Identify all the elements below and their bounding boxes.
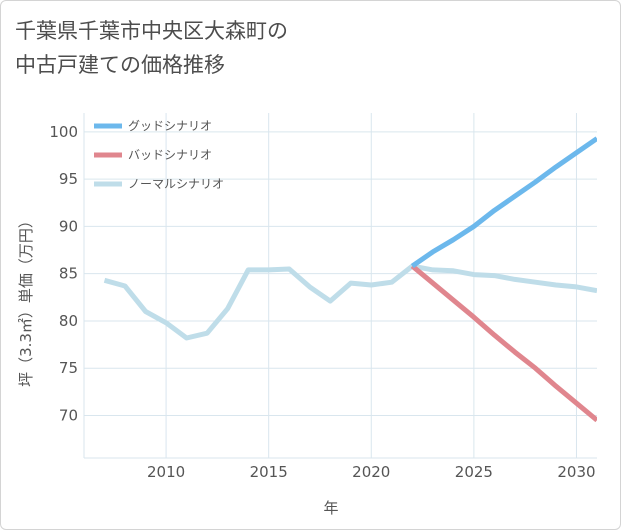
y-tick-label: 95 bbox=[59, 170, 78, 188]
y-tick-label: 85 bbox=[59, 265, 78, 283]
series-line-3 bbox=[103, 263, 597, 341]
y-axis-ticks: 70 75 80 85 90 95 100 bbox=[49, 123, 78, 425]
x-tick-label: 2015 bbox=[250, 463, 288, 481]
series-line-1 bbox=[410, 136, 597, 269]
y-tick-label: 80 bbox=[59, 312, 78, 330]
y-axis-title: 坪（3.3㎡）単価（万円） bbox=[17, 213, 35, 387]
y-tick-label: 90 bbox=[59, 217, 78, 235]
chart-title-line-2: 中古戸建ての価格推移 bbox=[15, 53, 225, 77]
y-tick-label: 100 bbox=[49, 123, 78, 141]
x-tick-label: 2010 bbox=[147, 463, 185, 481]
series-line-2 bbox=[410, 264, 597, 423]
x-axis-ticks: 2010 2015 2020 2025 2030 bbox=[147, 463, 596, 481]
y-tick-label: 70 bbox=[59, 406, 78, 424]
series-lines bbox=[103, 136, 597, 423]
legend-label: ノーマルシナリオ bbox=[128, 177, 224, 191]
legend-label: バッドシナリオ bbox=[128, 148, 212, 162]
chart-title: 千葉県千葉市中央区大森町の 中古戸建ての価格推移 bbox=[15, 14, 288, 82]
x-tick-label: 2030 bbox=[557, 463, 595, 481]
chart-title-line-1: 千葉県千葉市中央区大森町の bbox=[15, 19, 288, 43]
x-tick-label: 2020 bbox=[352, 463, 390, 481]
grid-lines bbox=[83, 113, 597, 459]
x-axis-title: 年 bbox=[323, 499, 338, 517]
y-tick-label: 75 bbox=[59, 359, 78, 377]
x-tick-label: 2025 bbox=[455, 463, 493, 481]
legend-label: グッドシナリオ bbox=[128, 119, 212, 133]
